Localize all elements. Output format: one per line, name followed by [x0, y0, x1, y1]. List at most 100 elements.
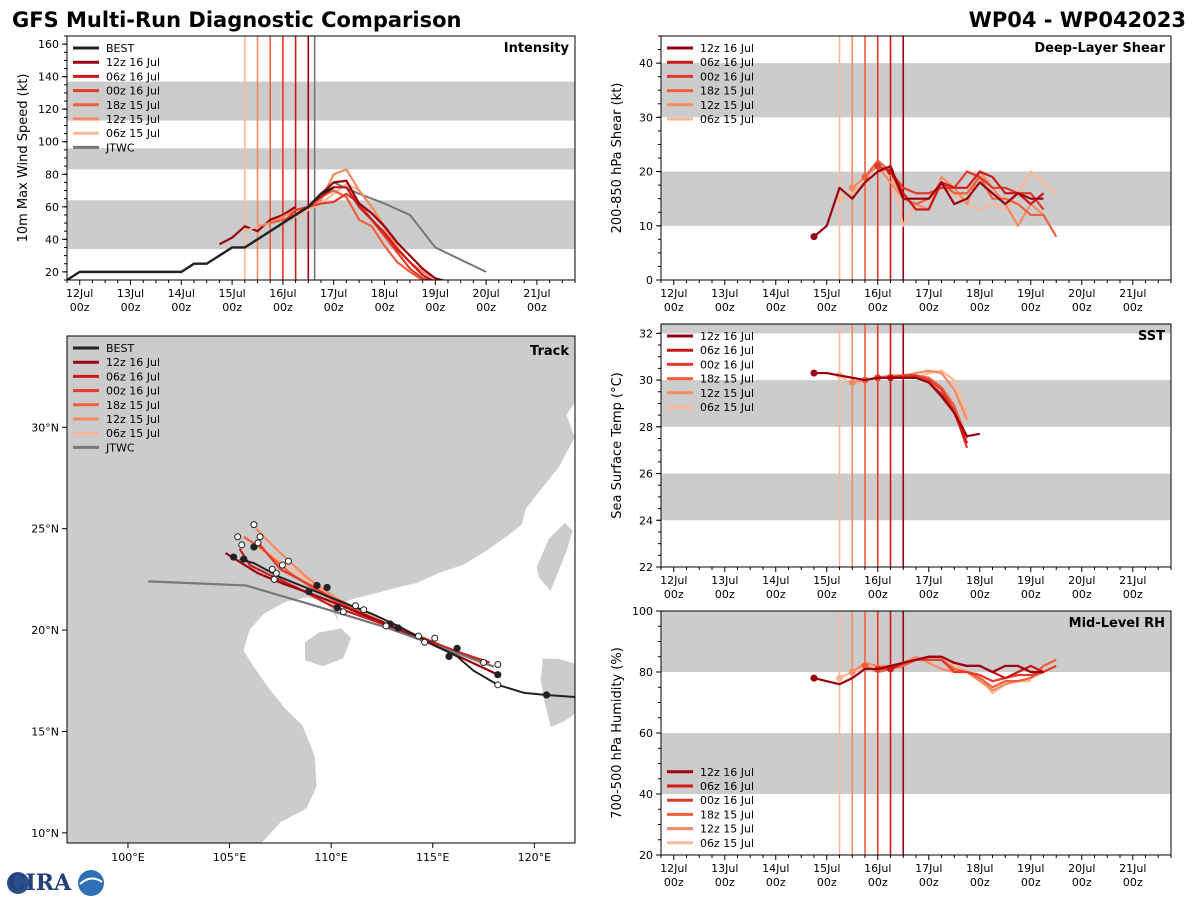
- sst-panel: 22242628303212Jul00z13Jul00z14Jul00z15Ju…: [610, 323, 1172, 601]
- intensity-plot-area: [67, 36, 575, 280]
- forecast-position-marker: [360, 606, 368, 614]
- best-track-line: [67, 186, 335, 280]
- forecast-position-marker: [480, 659, 488, 667]
- x-tick-sublabel: 00z: [817, 876, 837, 889]
- x-tick-label: 21Jul: [1119, 574, 1146, 587]
- best-position-marker: [240, 555, 248, 563]
- legend-label: 12z 16 Jul: [700, 766, 754, 779]
- y-tick-label: 80: [45, 168, 59, 181]
- x-tick-sublabel: 00z: [1123, 876, 1143, 889]
- forecast-track-line: [238, 548, 491, 664]
- legend-label: 06z 16 Jul: [700, 56, 754, 69]
- sst-plot-area: [661, 324, 1171, 567]
- forecast-position-marker: [250, 521, 258, 529]
- y-tick-label: 20: [45, 266, 59, 279]
- init-point-marker: [848, 184, 856, 192]
- lon-tick-label: 105°E: [213, 851, 246, 864]
- legend-label: 18z 15 Jul: [700, 85, 754, 98]
- x-tick-sublabel: 00z: [171, 301, 191, 314]
- shaded-band: [661, 473, 1171, 521]
- x-tick-sublabel: 00z: [1021, 588, 1041, 601]
- x-tick-label: 20Jul: [472, 287, 499, 300]
- x-tick-sublabel: 00z: [1021, 301, 1041, 314]
- x-tick-label: 12Jul: [660, 862, 687, 875]
- x-tick-label: 21Jul: [523, 287, 550, 300]
- cira-logo-text: CIRA: [8, 870, 72, 896]
- legend-label: 00z 16 Jul: [106, 385, 160, 398]
- series-line: [851, 165, 1045, 227]
- hainan-island: [304, 627, 352, 667]
- cira-logo: CIRA: [7, 870, 104, 896]
- x-tick-label: 12Jul: [66, 287, 93, 300]
- x-tick-label: 13Jul: [117, 287, 144, 300]
- y-tick-label: 0: [646, 274, 653, 287]
- forecast-position-marker: [494, 681, 502, 689]
- y-tick-label: 22: [639, 561, 653, 574]
- x-tick-sublabel: 00z: [715, 301, 735, 314]
- legend-label: 12z 15 Jul: [700, 387, 754, 400]
- x-tick-sublabel: 00z: [715, 588, 735, 601]
- shaded-band: [67, 200, 575, 250]
- shear-panel: 01020304012Jul00z13Jul00z14Jul00z15Jul00…: [610, 35, 1172, 314]
- x-tick-sublabel: 00z: [222, 301, 242, 314]
- x-tick-sublabel: 00z: [970, 301, 990, 314]
- x-tick-label: 20Jul: [1068, 862, 1095, 875]
- x-tick-sublabel: 00z: [817, 301, 837, 314]
- best-position-marker: [323, 583, 331, 592]
- x-tick-sublabel: 00z: [1072, 588, 1092, 601]
- legend-label: 18z 15 Jul: [700, 373, 754, 386]
- best-position-marker: [445, 652, 453, 661]
- x-tick-label: 12Jul: [660, 574, 687, 587]
- shaded-band: [661, 733, 1171, 794]
- legend-label: 18z 15 Jul: [106, 399, 160, 412]
- x-tick-label: 20Jul: [1068, 574, 1095, 587]
- best-position-marker: [542, 691, 551, 699]
- globe-icon: [78, 870, 104, 896]
- lat-tick-label: 10°N: [31, 827, 59, 840]
- y-tick-label: 10: [639, 220, 653, 233]
- legend-label: 12z 16 Jul: [700, 42, 754, 55]
- legend-label: 00z 16 Jul: [700, 794, 754, 807]
- x-tick-sublabel: 00z: [766, 588, 786, 601]
- shaded-band: [661, 380, 1171, 427]
- y-tick-label: 28: [639, 421, 653, 434]
- best-position-marker: [494, 671, 502, 679]
- panel-title: Intensity: [504, 41, 570, 56]
- forecast-position-marker: [415, 632, 423, 640]
- x-tick-label: 17Jul: [915, 574, 942, 587]
- x-tick-sublabel: 00z: [766, 876, 786, 889]
- x-tick-sublabel: 00z: [970, 876, 990, 889]
- x-tick-label: 13Jul: [711, 862, 738, 875]
- lon-tick-label: 115°E: [416, 851, 449, 864]
- forecast-position-marker: [238, 541, 246, 549]
- x-tick-sublabel: 00z: [1123, 588, 1143, 601]
- y-tick-label: 40: [45, 233, 59, 246]
- rh-plot-area: [661, 611, 1171, 855]
- legend-label: 06z 15 Jul: [700, 401, 754, 414]
- y-tick-label: 20: [639, 166, 653, 179]
- panel-title: Track: [530, 344, 569, 359]
- y-tick-label: 26: [639, 468, 653, 481]
- x-tick-sublabel: 00z: [1072, 301, 1092, 314]
- forecast-position-marker: [339, 608, 347, 616]
- forecast-position-marker: [382, 622, 390, 630]
- x-tick-sublabel: 00z: [919, 876, 939, 889]
- x-tick-sublabel: 00z: [766, 301, 786, 314]
- forecast-position-marker: [256, 533, 264, 541]
- x-tick-label: 20Jul: [1068, 287, 1095, 300]
- legend-label: 12z 15 Jul: [700, 823, 754, 836]
- x-tick-sublabel: 00z: [664, 588, 684, 601]
- best-position-marker: [305, 587, 313, 596]
- legend-label: BEST: [106, 42, 134, 55]
- shaded-band: [67, 148, 575, 170]
- y-tick-label: 40: [639, 788, 653, 801]
- x-tick-sublabel: 00z: [664, 301, 684, 314]
- series-line: [295, 186, 435, 280]
- x-tick-label: 21Jul: [1119, 287, 1146, 300]
- x-tick-sublabel: 00z: [868, 301, 888, 314]
- series-line: [851, 655, 1044, 692]
- panel-title: Mid-Level RH: [1069, 616, 1165, 631]
- x-tick-label: 13Jul: [711, 574, 738, 587]
- legend-label: 00z 16 Jul: [700, 70, 754, 83]
